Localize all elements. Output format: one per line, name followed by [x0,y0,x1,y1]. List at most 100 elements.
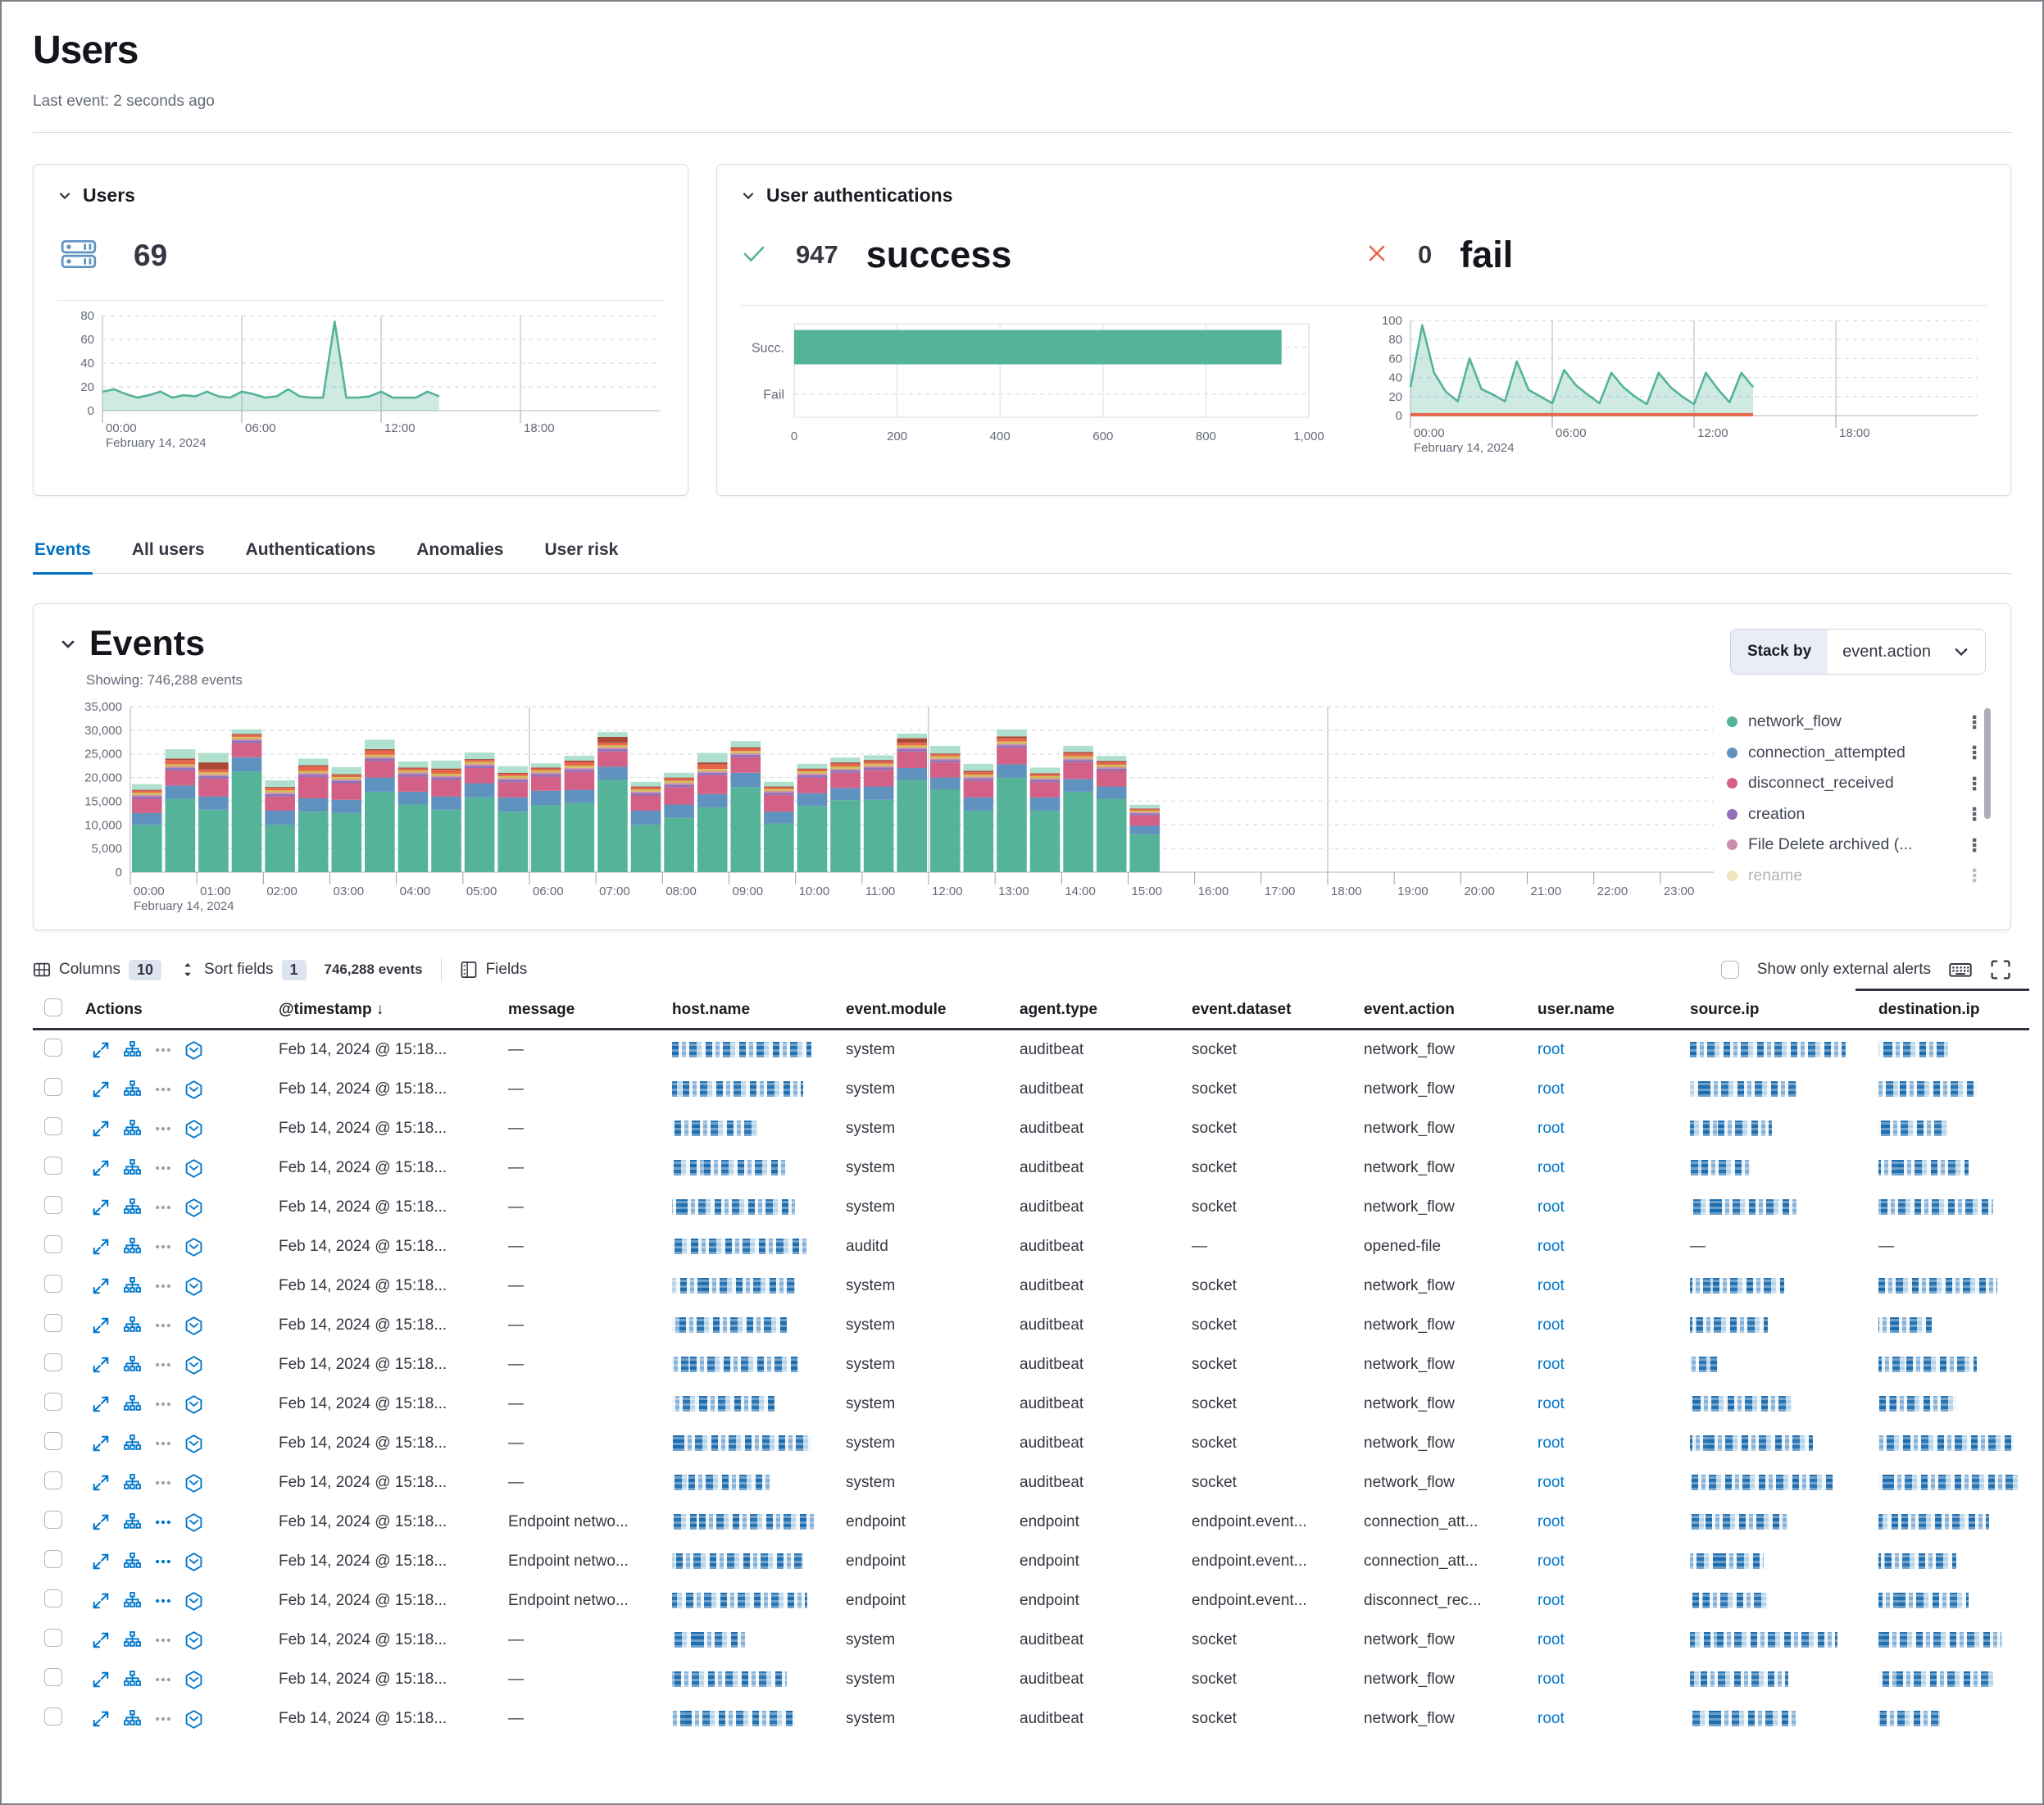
stack-by-select[interactable]: event.action [1828,630,1985,674]
row-checkbox[interactable] [44,1432,62,1450]
endpoint-security-icon[interactable] [184,1276,203,1296]
row-checkbox[interactable] [44,1511,62,1529]
collapse-chevron-icon[interactable] [57,188,73,204]
expand-event-icon[interactable] [92,1671,110,1689]
user-name-link[interactable]: root [1538,1434,1565,1452]
analyze-event-icon[interactable] [123,1237,142,1257]
endpoint-security-icon[interactable] [184,1080,203,1099]
analyze-event-icon[interactable] [123,1316,142,1335]
analyze-event-icon[interactable] [123,1434,142,1453]
external-alerts-checkbox[interactable] [1720,961,1739,979]
row-checkbox[interactable] [44,1078,62,1096]
user-name-link[interactable]: root [1538,1316,1565,1334]
collapse-chevron-icon[interactable] [740,188,756,204]
more-actions-icon[interactable] [155,1396,171,1412]
tab-user-risk[interactable]: User risk [544,540,619,559]
expand-event-icon[interactable] [92,1316,110,1334]
analyze-event-icon[interactable] [123,1394,142,1414]
more-actions-icon[interactable] [155,1553,171,1570]
endpoint-security-icon[interactable] [184,1316,203,1335]
tab-events[interactable]: Events [33,534,93,575]
collapse-chevron-icon[interactable] [58,634,78,654]
expand-event-icon[interactable] [92,1474,110,1492]
row-checkbox[interactable] [44,1589,62,1607]
endpoint-security-icon[interactable] [184,1040,203,1060]
more-actions-icon[interactable] [155,1081,171,1098]
legend-scrollbar[interactable] [1984,708,1991,819]
column-header-agent-type[interactable]: agent.type [1020,1000,1098,1018]
tab-anomalies[interactable]: Anomalies [416,540,504,559]
endpoint-security-icon[interactable] [184,1434,203,1453]
user-name-link[interactable]: root [1538,1159,1565,1176]
legend-actions-icon[interactable] [1972,868,1978,883]
more-actions-icon[interactable] [155,1711,171,1727]
expand-event-icon[interactable] [92,1553,110,1571]
analyze-event-icon[interactable] [123,1158,142,1178]
row-checkbox[interactable] [44,1117,62,1135]
row-checkbox[interactable] [44,1353,62,1371]
more-actions-icon[interactable] [155,1632,171,1648]
user-name-link[interactable]: root [1538,1631,1565,1648]
expand-event-icon[interactable] [92,1041,110,1059]
legend-item-connection-attempted[interactable]: connection_attempted [1726,738,1978,769]
user-name-link[interactable]: root [1538,1513,1565,1530]
row-checkbox[interactable] [44,1275,62,1293]
expand-event-icon[interactable] [92,1395,110,1413]
legend-item-rename[interactable]: rename [1726,861,1978,892]
analyze-event-icon[interactable] [123,1709,142,1729]
user-name-link[interactable]: root [1538,1592,1565,1609]
expand-event-icon[interactable] [92,1434,110,1453]
row-checkbox[interactable] [44,1235,62,1253]
legend-item-disconnect-received[interactable]: disconnect_received [1726,768,1978,799]
expand-event-icon[interactable] [92,1198,110,1216]
analyze-event-icon[interactable] [123,1552,142,1571]
row-checkbox[interactable] [44,1471,62,1489]
analyze-event-icon[interactable] [123,1630,142,1650]
analyze-event-icon[interactable] [123,1591,142,1611]
endpoint-security-icon[interactable] [184,1512,203,1532]
row-checkbox[interactable] [44,1393,62,1411]
more-actions-icon[interactable] [155,1514,171,1530]
legend-item-network-flow[interactable]: network_flow [1726,707,1978,738]
more-actions-icon[interactable] [155,1475,171,1491]
endpoint-security-icon[interactable] [184,1709,203,1729]
column-header-source-ip[interactable]: source.ip [1690,1000,1760,1018]
expand-event-icon[interactable] [92,1710,110,1728]
column-header-user-name[interactable]: user.name [1538,1000,1615,1018]
fullscreen-icon[interactable] [1990,959,2011,980]
expand-event-icon[interactable] [92,1159,110,1177]
expand-event-icon[interactable] [92,1592,110,1610]
expand-event-icon[interactable] [92,1120,110,1138]
endpoint-security-icon[interactable] [184,1591,203,1611]
legend-actions-icon[interactable] [1972,745,1978,760]
user-name-link[interactable]: root [1538,1356,1565,1373]
analyze-event-icon[interactable] [123,1276,142,1296]
column-header-event-dataset[interactable]: event.dataset [1192,1000,1292,1018]
more-actions-icon[interactable] [155,1239,171,1255]
analyze-event-icon[interactable] [123,1355,142,1375]
expand-event-icon[interactable] [92,1238,110,1256]
user-name-link[interactable]: root [1538,1120,1565,1137]
analyze-event-icon[interactable] [123,1040,142,1060]
row-checkbox[interactable] [44,1314,62,1332]
user-name-link[interactable]: root [1538,1474,1565,1491]
column-header-destination-ip[interactable]: destination.ip [1878,1000,1980,1018]
endpoint-security-icon[interactable] [184,1237,203,1257]
endpoint-security-icon[interactable] [184,1552,203,1571]
select-all-checkbox[interactable] [44,998,62,1016]
legend-actions-icon[interactable] [1972,838,1978,852]
row-checkbox[interactable] [44,1550,62,1568]
endpoint-security-icon[interactable] [184,1158,203,1178]
expand-event-icon[interactable] [92,1080,110,1098]
user-name-link[interactable]: root [1538,1041,1565,1058]
analyze-event-icon[interactable] [123,1473,142,1493]
analyze-event-icon[interactable] [123,1670,142,1689]
more-actions-icon[interactable] [155,1278,171,1294]
tab-all-users[interactable]: All users [131,540,205,559]
more-actions-icon[interactable] [155,1199,171,1216]
endpoint-security-icon[interactable] [184,1473,203,1493]
row-checkbox[interactable] [44,1629,62,1647]
row-checkbox[interactable] [44,1668,62,1686]
expand-event-icon[interactable] [92,1277,110,1295]
row-checkbox[interactable] [44,1039,62,1057]
